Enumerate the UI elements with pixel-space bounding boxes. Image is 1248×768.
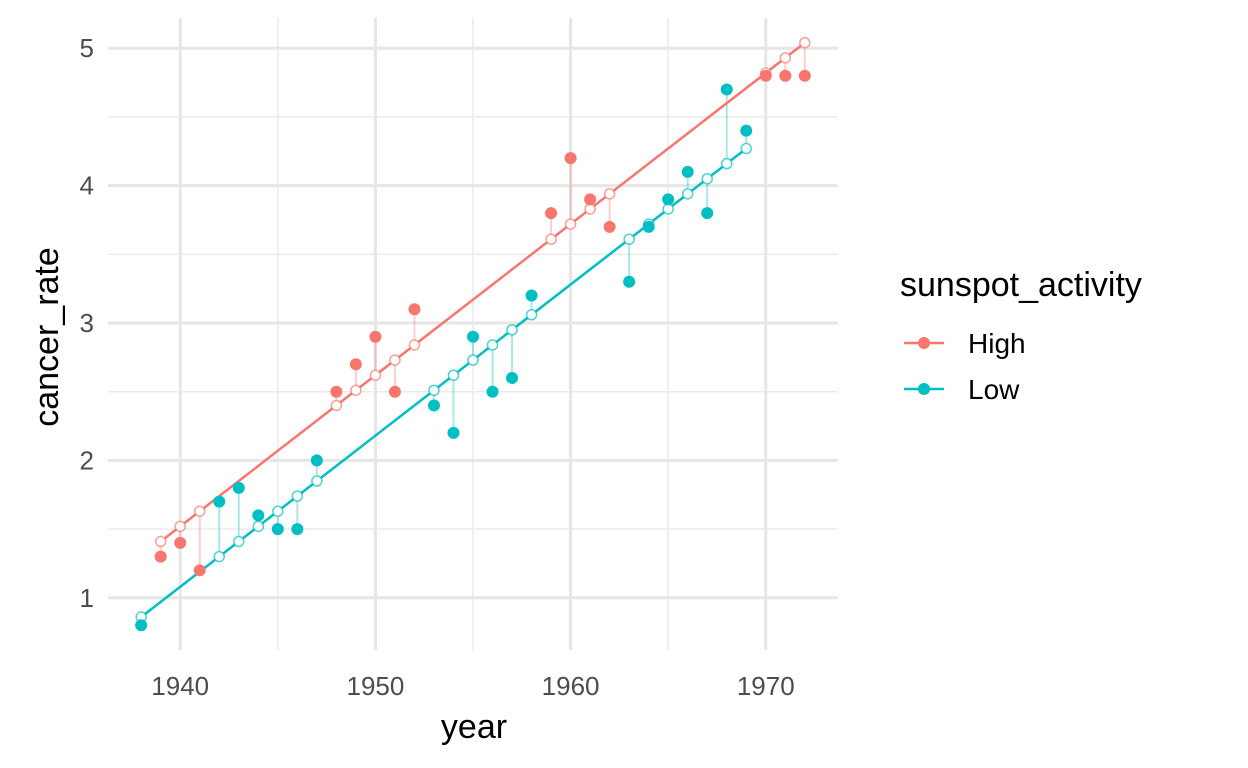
legend-label-low: Low (968, 374, 1020, 405)
fitted-point-high (408, 339, 421, 351)
data-point-high (545, 207, 558, 220)
data-point-low (642, 220, 655, 233)
data-point-high (584, 193, 597, 206)
data-point-low (271, 523, 284, 536)
x-axis-title: year (441, 708, 507, 746)
fitted-point-low (701, 172, 713, 185)
legend: sunspot_activity High Low (900, 266, 1142, 405)
data-point-low (720, 83, 733, 96)
data-point-low (701, 207, 714, 220)
data-point-low (447, 426, 460, 439)
data-point-high (349, 358, 362, 371)
data-point-high (603, 220, 616, 233)
data-point-low (623, 275, 636, 288)
y-tick-label: 1 (80, 583, 94, 613)
legend-label-high: High (968, 328, 1026, 359)
data-point-high (388, 385, 401, 398)
data-point-high (408, 303, 421, 316)
data-point-low (252, 509, 265, 522)
data-point-low (740, 124, 753, 137)
y-axis-title: cancer_rate (28, 247, 66, 427)
fitted-point-low (720, 157, 733, 170)
x-tick-label: 1950 (346, 671, 404, 701)
y-tick-label: 4 (80, 171, 94, 201)
data-point-low (467, 330, 479, 343)
fitted-point-low (291, 490, 304, 502)
legend-marker-high (918, 337, 930, 349)
fitted-point-low (213, 550, 226, 563)
fitted-point-high (389, 354, 401, 366)
fitted-point-low (252, 520, 265, 533)
legend-items: High Low (904, 328, 1026, 405)
fitted-point-low (428, 384, 440, 397)
data-point-high (369, 330, 382, 343)
fitted-point-low (447, 369, 460, 381)
fitted-point-high (779, 52, 792, 64)
fitted-point-high (154, 535, 167, 548)
y-tick-label: 3 (80, 308, 94, 338)
data-point-low (506, 371, 519, 384)
y-tick-label: 5 (80, 33, 94, 63)
data-point-high (154, 550, 167, 563)
data-point-low (291, 523, 304, 536)
legend-title: sunspot_activity (900, 266, 1142, 304)
data-point-high (193, 564, 206, 577)
fitted-point-low (681, 188, 694, 200)
data-point-high (330, 385, 343, 398)
data-point-low (662, 193, 675, 206)
data-point-low (681, 165, 694, 178)
x-tick-label: 1970 (737, 671, 795, 701)
fit-line-low (140, 147, 748, 619)
x-tick-label: 1940 (151, 671, 209, 701)
fitted-point-high (330, 399, 343, 412)
data-point-high (174, 536, 187, 549)
x-tick-label: 1960 (542, 671, 600, 701)
fit-line-high (159, 41, 806, 543)
fitted-point-low (525, 309, 538, 321)
data-point-low (232, 481, 245, 494)
data-point-low (525, 289, 538, 302)
legend-marker-low (918, 383, 930, 395)
y-tick-label: 2 (80, 445, 94, 475)
fitted-point-low (233, 535, 245, 548)
fitted-point-low (623, 233, 635, 245)
data-point-low (486, 385, 499, 398)
fitted-point-high (369, 369, 382, 381)
data-point-low (310, 454, 323, 467)
fitted-point-high (603, 188, 616, 200)
fitted-point-high (174, 520, 186, 533)
fitted-point-high (584, 203, 596, 215)
data-point-high (798, 69, 811, 82)
fitted-point-low (467, 354, 479, 366)
fitted-point-low (662, 203, 674, 215)
data-point-high (759, 69, 772, 82)
fitted-point-high (545, 233, 557, 245)
fitted-point-high (350, 384, 362, 397)
data-point-high (564, 152, 577, 165)
fitted-point-high (799, 36, 811, 49)
data-point-high (779, 69, 792, 82)
fitted-point-low (272, 505, 284, 517)
data-point-low (135, 619, 148, 632)
data-point-low (213, 495, 226, 508)
data-point-low (427, 399, 440, 412)
fitted-point-low (506, 324, 518, 336)
fitted-point-high (564, 218, 577, 230)
fitted-point-low (486, 339, 499, 351)
fitted-point-high (193, 505, 206, 517)
fitted-point-low (740, 142, 753, 155)
axes: 1 2 3 4 5 1940 1950 1960 1970 (80, 33, 795, 701)
plot-area (108, 18, 838, 650)
fitted-point-low (311, 475, 323, 487)
